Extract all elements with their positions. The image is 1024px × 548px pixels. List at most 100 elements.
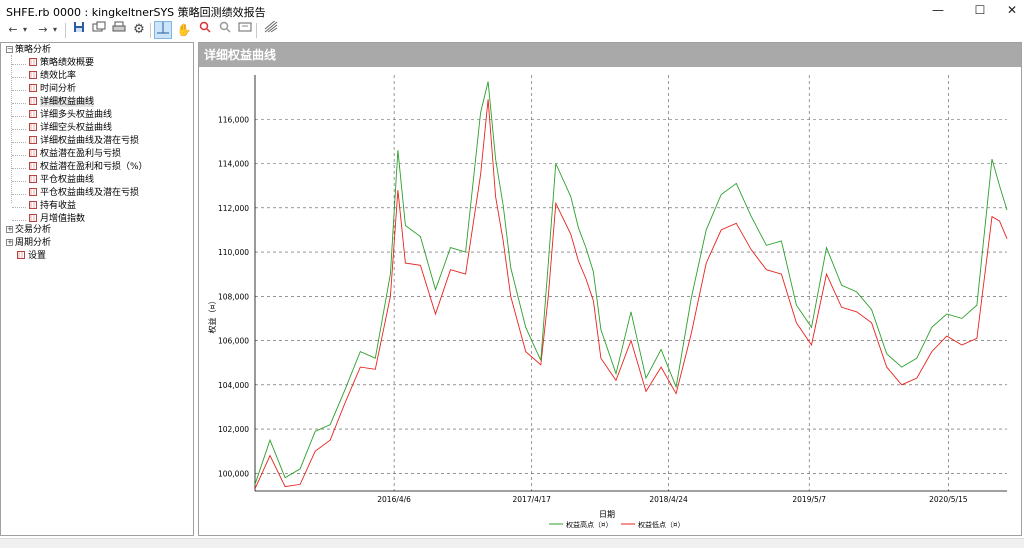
expand-icon[interactable]: + (6, 238, 13, 246)
tree-item[interactable]: 月增值指数 (29, 213, 85, 226)
maximize-button[interactable]: ☐ (974, 3, 986, 17)
tree-item[interactable]: 时间分析 (29, 83, 76, 96)
report-icon (29, 110, 37, 118)
y-axis-label: 权益（¤） (207, 296, 217, 333)
tree-item-label: 详细空头权益曲线 (40, 123, 113, 133)
window-title: SHFE.rb 0000 : kingkeltnerSYS 策略回测绩效报告 (6, 6, 266, 19)
legend-label: 权益高点（¤） (566, 520, 612, 529)
print-icon[interactable] (110, 21, 128, 39)
y-tick-label: 112,000 (218, 204, 249, 213)
tree-connector (12, 116, 26, 117)
tree-item[interactable]: 详细空头权益曲线 (29, 122, 112, 135)
y-tick-label: 108,000 (218, 292, 249, 301)
back-icon[interactable]: ← (8, 23, 18, 36)
status-bar (0, 538, 1024, 548)
tree-connector (12, 64, 26, 65)
crosshair-icon[interactable] (154, 21, 172, 39)
report-icon (29, 188, 37, 196)
zoom-in-icon[interactable] (196, 21, 214, 39)
chart-panel: 详细权益曲线 100,000 102,000 104,000 106,000 108,0… (198, 42, 1022, 536)
chart-series (254, 81, 1008, 489)
tree-connector (12, 220, 26, 221)
tree-item-label: 月增值指数 (40, 214, 86, 224)
tree-connector (12, 207, 26, 208)
report-icon (29, 214, 37, 222)
collapse-icon[interactable]: − (6, 45, 13, 53)
tree-item-label: 时间分析 (40, 84, 77, 94)
reset-view-icon[interactable] (236, 21, 254, 39)
chart-axes: 100,000 102,000 104,000 106,000 108,000 110,0… (218, 75, 1007, 504)
toolbar: ← ▾ → ▾ ⚙ ✋ (0, 18, 1024, 42)
y-tick-label: 110,000 (218, 248, 249, 257)
expand-icon[interactable]: + (6, 225, 13, 233)
tree-group-trade[interactable]: + 交易分析 (6, 224, 51, 237)
x-axis-label: 日期 (599, 510, 615, 519)
tree-connector (12, 168, 26, 169)
tree-item[interactable]: 权益潜在盈利和亏损（%） (29, 161, 148, 174)
minimize-button[interactable]: — (932, 3, 944, 17)
tree-item-label: 绩效比率 (40, 71, 77, 81)
tree-connector (12, 129, 26, 130)
tree-item[interactable]: 详细多头权益曲线 (29, 109, 112, 122)
report-icon (29, 84, 37, 92)
y-tick-label: 116,000 (218, 115, 249, 124)
tree-item[interactable]: 持有收益 (29, 200, 76, 213)
tree-group-label: 交易分析 (15, 225, 52, 235)
close-button[interactable]: ✕ (1006, 3, 1018, 17)
report-icon (29, 58, 37, 66)
forward-dropdown-icon[interactable]: ▾ (52, 25, 57, 34)
save-icon[interactable] (70, 21, 88, 39)
tree-connector (12, 90, 26, 91)
tree-item[interactable]: 绩效比率 (29, 70, 76, 83)
tree-connector (12, 181, 26, 182)
y-tick-label: 102,000 (218, 425, 249, 434)
series-line-0 (254, 81, 1008, 485)
tree-item[interactable]: 策略绩效概要 (29, 57, 94, 70)
tree-item-label: 设置 (28, 251, 47, 261)
export-icon[interactable] (90, 21, 108, 39)
toolbar-separator (256, 23, 257, 38)
tree-item-label: 详细权益曲线及潜在亏损 (40, 136, 140, 146)
tree-group-label: 策略分析 (15, 45, 52, 55)
chart-grid (255, 75, 1007, 491)
forward-icon[interactable]: → (38, 23, 48, 36)
tree-connector (12, 155, 26, 156)
legend-label: 权益低点（¤） (638, 520, 684, 529)
tree-item-label: 策略绩效概要 (40, 58, 95, 68)
y-tick-label: 114,000 (218, 160, 249, 169)
report-icon (17, 251, 25, 259)
report-icon (29, 136, 37, 144)
chart-legend: 权益高点（¤） 权益低点（¤） (549, 520, 684, 529)
y-tick-label: 104,000 (218, 381, 249, 390)
tree-item[interactable]: 权益潜在盈利与亏损 (29, 148, 121, 161)
gradient-icon[interactable] (262, 18, 280, 39)
toolbar-separator (150, 23, 151, 38)
report-icon (29, 149, 37, 157)
tree-item-label: 详细多头权益曲线 (40, 110, 113, 120)
tree-line (11, 55, 12, 203)
report-icon (29, 97, 37, 105)
tree-item[interactable]: 平仓权益曲线 (29, 174, 94, 187)
x-tick-label: 2018/4/24 (649, 495, 688, 504)
tree-item[interactable]: 详细权益曲线及潜在亏损 (29, 135, 139, 148)
tree-group-label: 周期分析 (15, 238, 52, 248)
x-tick-label: 2017/4/17 (513, 495, 552, 504)
tree-item-label: 权益潜在盈利和亏损（%） (40, 162, 148, 172)
tree-connector (12, 103, 26, 104)
tree-group-period[interactable]: + 周期分析 (6, 237, 51, 250)
navigation-tree: − 策略分析 策略绩效概要 绩效比率时间分析详细权益曲线详细多头权益曲线 详细空头权益… (0, 42, 194, 536)
back-dropdown-icon[interactable]: ▾ (22, 25, 27, 34)
tree-item[interactable]: 平仓权益曲线及潜在亏损 (29, 187, 139, 200)
x-tick-label: 2016/4/6 (377, 495, 411, 504)
tree-item-settings[interactable]: 设置 (17, 250, 46, 263)
report-icon (29, 201, 37, 209)
report-icon (29, 123, 37, 131)
tree-item-label: 详细权益曲线 (40, 97, 95, 107)
zoom-out-icon[interactable] (216, 21, 234, 39)
tree-group-strategy[interactable]: − 策略分析 (6, 44, 51, 57)
tree-item[interactable]: 详细权益曲线 (29, 96, 95, 109)
series-line-1 (254, 99, 1008, 489)
settings-icon[interactable]: ⚙ (133, 22, 145, 37)
hand-icon[interactable]: ✋ (176, 23, 192, 37)
equity-chart[interactable]: 100,000 102,000 104,000 106,000 108,000 110,0… (199, 67, 1021, 535)
